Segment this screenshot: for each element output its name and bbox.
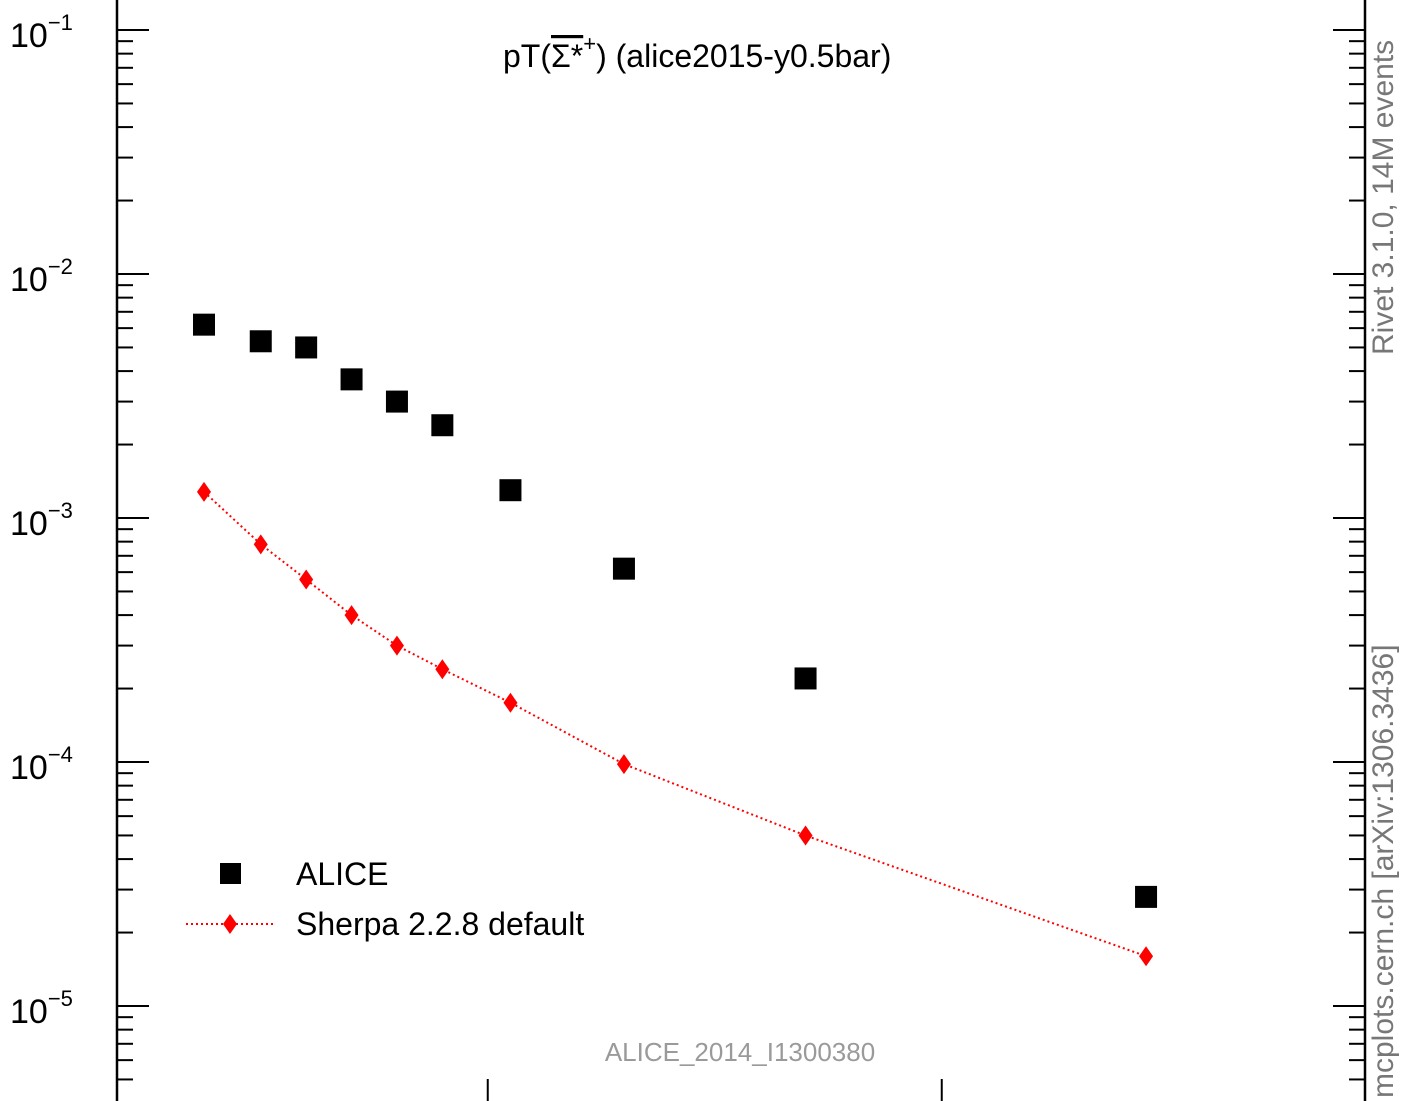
sherpa-data-point	[1139, 946, 1154, 967]
legend-alice-label: ALICE	[296, 856, 388, 892]
legend-sherpa-label: Sherpa 2.2.8 default	[296, 906, 584, 942]
alice-data-point	[794, 667, 817, 690]
alice-data-point	[385, 390, 408, 413]
title-charge: +	[583, 31, 596, 56]
legend-sherpa-marker	[223, 914, 237, 934]
alice-data-point	[1135, 885, 1158, 908]
sherpa-data-point	[503, 692, 518, 713]
y-tick-label: 10−3	[10, 498, 73, 543]
sherpa-data-point	[389, 635, 404, 656]
sherpa-series	[197, 481, 1154, 967]
y-tick-label: 10−5	[10, 986, 73, 1031]
title-particle: Σ*	[551, 38, 583, 74]
sherpa-data-point	[253, 534, 268, 555]
chart-title: pT(Σ*+) (alice2015-y0.5bar)	[503, 31, 891, 74]
plot-frame	[115, 0, 1367, 1101]
mcplots-label: mcplots.cern.ch [arXiv:1306.3436]	[1367, 644, 1400, 1098]
alice-data-point	[431, 414, 454, 437]
axis-ticks	[117, 29, 1365, 1101]
sherpa-data-point	[798, 825, 813, 846]
y-tick-label: 10−1	[10, 10, 73, 55]
sherpa-line	[203, 491, 1147, 958]
alice-series	[193, 313, 1158, 908]
sherpa-series-line	[203, 491, 1147, 958]
rivet-version-label: Rivet 3.1.0, 14M events	[1367, 40, 1400, 355]
sherpa-data-point	[197, 481, 211, 502]
alice-data-point	[249, 330, 272, 353]
alice-data-point	[340, 368, 363, 391]
sherpa-data-point	[435, 659, 450, 680]
y-tick-label: 10−2	[10, 254, 73, 299]
alice-data-point	[499, 479, 522, 502]
alice-data-point	[193, 313, 215, 336]
legend: ALICE Sherpa 2.2.8 default	[186, 856, 584, 942]
analysis-label: ALICE_2014_I1300380	[605, 1037, 875, 1067]
alice-data-point	[295, 336, 318, 359]
sherpa-data-point	[299, 569, 314, 590]
y-tick-labels: 10−1 10−2 10−3 10−4 10−5	[10, 10, 73, 1031]
alice-data-point	[612, 557, 635, 580]
sherpa-data-point	[344, 605, 359, 626]
legend-alice-marker	[220, 863, 241, 884]
y-tick-label: 10−4	[10, 742, 73, 787]
sherpa-data-point	[616, 754, 631, 775]
